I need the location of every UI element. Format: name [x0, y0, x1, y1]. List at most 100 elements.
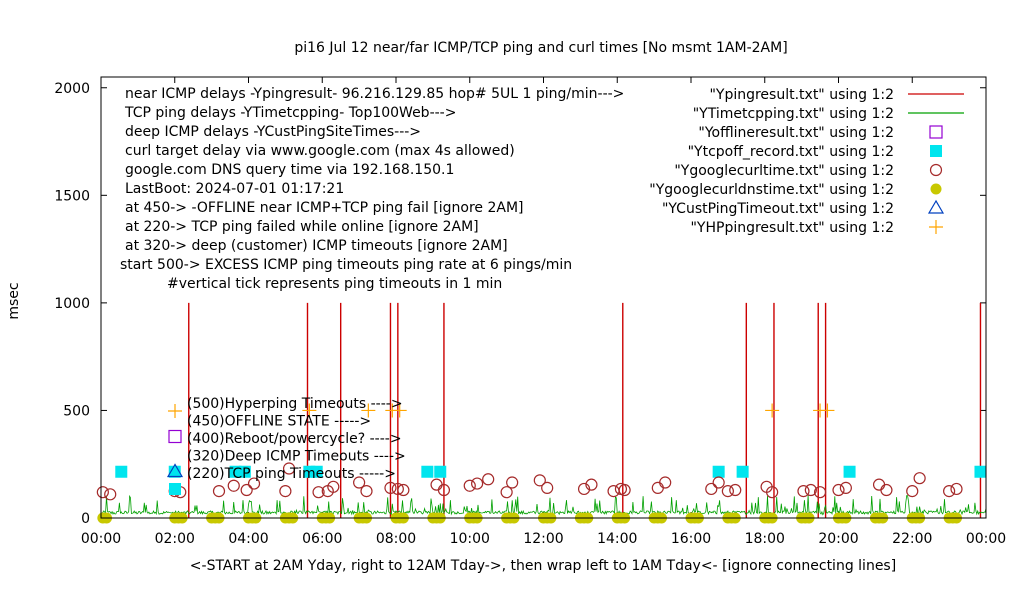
y-tick-label: 2000 — [54, 81, 90, 97]
x-tick-label: 12:00 — [523, 531, 563, 547]
series-4-point — [880, 483, 893, 497]
series-4-point — [651, 481, 664, 494]
series-4-point — [533, 474, 546, 487]
legend-swatch — [927, 199, 945, 214]
series-3-point — [712, 465, 725, 478]
series-4-point — [430, 478, 443, 491]
x-tick-label: 14:00 — [597, 531, 637, 547]
legend-label: "Ygooglecurltime.txt" using 1:2 — [674, 163, 894, 179]
series-4-point — [541, 481, 554, 494]
series-4-point — [943, 485, 956, 498]
series-4-point — [913, 472, 926, 485]
annotation-text: at 450-> -OFFLINE near ICMP+TCP ping fai… — [125, 200, 524, 216]
y-tick-label: 0 — [81, 511, 90, 527]
annotation-text: google.com DNS query time via 192.168.15… — [125, 162, 454, 178]
series-3-point — [974, 465, 987, 478]
series-7-point — [765, 403, 780, 418]
series-4-point — [839, 481, 852, 494]
series-4-point — [607, 485, 620, 498]
series-4-point — [813, 486, 827, 499]
y-tick-label: 500 — [63, 403, 90, 419]
x-tick-label: 02:00 — [155, 531, 195, 547]
x-tick-label: 10:00 — [450, 531, 490, 547]
annotation-text: start 500-> EXCESS ICMP ping timeouts pi… — [120, 257, 572, 273]
series-4-point — [832, 483, 845, 497]
legend-label: "Ytcpoff_record.txt" using 1:2 — [688, 144, 894, 160]
series-3-point — [434, 465, 447, 478]
x-tick-label: 18:00 — [745, 531, 785, 547]
series-7-point — [361, 403, 376, 418]
x-tick-label: 04:00 — [228, 531, 268, 547]
legend-swatch — [929, 163, 943, 177]
legend-swatch — [930, 183, 942, 195]
annotation-text: near ICMP delays -Ypingresult- 96.216.12… — [125, 86, 624, 102]
series-4-point — [721, 485, 734, 498]
series-4-point — [282, 462, 296, 475]
series-4-point — [585, 478, 598, 491]
legend-label: "YCustPingTimeout.txt" using 1:2 — [662, 201, 894, 217]
marker-label-text: (450)OFFLINE STATE -----> — [187, 414, 371, 430]
annotation-text: at 320-> deep (customer) ICMP timeouts [… — [125, 238, 508, 254]
series-4-point — [327, 480, 340, 493]
plot-frame — [100, 76, 987, 519]
y-tick-label: 1000 — [54, 296, 90, 312]
x-tick-label: 22:00 — [892, 531, 932, 547]
x-tick-label: 06:00 — [302, 531, 342, 547]
annotation-text: TCP ping delays -YTimetcpping- Top100Web… — [124, 105, 456, 121]
legend-label: "YHPpingresult.txt" using 1:2 — [690, 220, 894, 236]
marker-label-symbol — [166, 463, 184, 478]
annotation-text: deep ICMP delays -YCustPingSiteTimes---> — [125, 124, 421, 140]
x-tick-label: 00:00 — [966, 531, 1006, 547]
y-axis-label: msec — [6, 282, 22, 319]
series-4-point — [437, 483, 451, 497]
series-3-point — [115, 465, 128, 478]
series-4-point — [797, 485, 810, 498]
marker-label-symbol — [168, 429, 182, 444]
x-tick-label: 20:00 — [818, 531, 858, 547]
series-4-point — [950, 482, 963, 496]
legend-label: "Ygooglecurldnstime.txt" using 1:2 — [649, 182, 894, 198]
legend-label: "YTimetcpping.txt" using 1:2 — [693, 106, 894, 122]
series-4-point — [471, 477, 484, 490]
marker-label-symbol — [168, 404, 182, 418]
x-tick-label: 16:00 — [671, 531, 711, 547]
series-4-point — [906, 485, 919, 498]
marker-label-text: (320)Deep ICMP Timeouts ----> — [187, 449, 406, 465]
annotation-text: LastBoot: 2024-07-01 01:17:21 — [125, 181, 344, 197]
annotation-text: curl target delay via www.google.com (ma… — [125, 143, 515, 159]
series-4-point — [212, 485, 226, 498]
series-4-point — [353, 476, 366, 489]
marker-label-text: (500)Hyperping Timeouts ----> — [187, 396, 403, 412]
series-4-point — [391, 482, 404, 496]
series-4-point — [96, 486, 109, 499]
legend-label: "Yofflineresult.txt" using 1:2 — [698, 125, 894, 141]
series-4-point — [279, 485, 292, 498]
marker-label-text: (220)TCP ping Timeouts -----> — [187, 466, 396, 482]
x-tick-label: 08:00 — [376, 531, 416, 547]
legend-swatch — [929, 220, 943, 234]
annotation-text: #vertical tick represents ping timeouts … — [167, 276, 502, 292]
series-3-point — [421, 465, 434, 478]
series-3-point — [238, 465, 251, 478]
series-4-point — [766, 486, 779, 499]
series-4-point — [705, 482, 718, 496]
series-4-point — [872, 478, 886, 491]
chart-title: pi16 Jul 12 near/far ICMP/TCP ping and c… — [294, 40, 787, 56]
marker-label-symbol — [169, 483, 181, 495]
series-4-point — [312, 486, 325, 499]
series-4-point — [500, 486, 513, 499]
series-4-point — [804, 483, 817, 497]
x-tick-label: 00:00 — [81, 531, 121, 547]
series-4-point — [227, 479, 240, 492]
series-3-point — [229, 465, 242, 478]
series-4-point — [482, 473, 495, 486]
series-4-point — [360, 485, 373, 498]
annotation-text: at 220-> TCP ping failed while online [i… — [125, 219, 479, 235]
x-axis-label: <-START at 2AM Yday, right to 12AM Tday-… — [190, 558, 896, 574]
series-4-point — [577, 482, 591, 496]
y-tick-label: 1500 — [54, 188, 90, 204]
series-4-point — [384, 481, 397, 494]
series-4-point — [729, 483, 742, 497]
series-3-point — [736, 465, 749, 478]
